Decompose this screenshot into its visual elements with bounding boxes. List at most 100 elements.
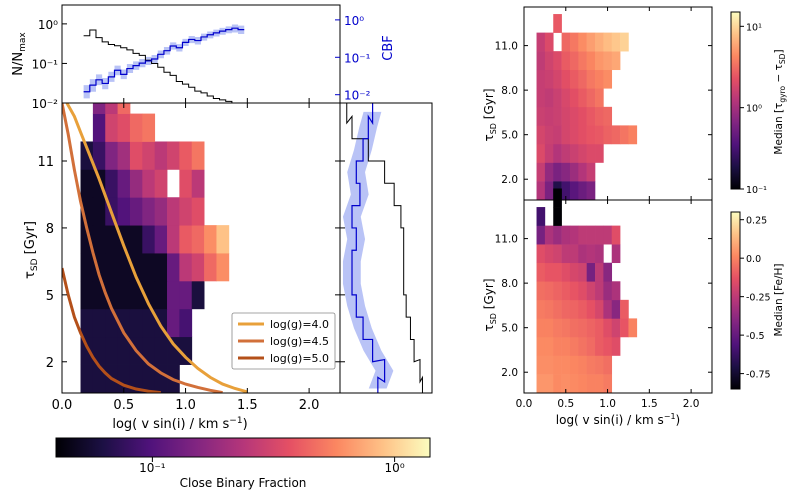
heatmap-cell xyxy=(586,299,596,319)
top-right-tick-label: 10⁻² xyxy=(344,89,371,103)
heatmap-cell xyxy=(129,197,143,226)
heatmap-cell xyxy=(569,69,579,89)
heatmap-cell xyxy=(167,197,180,226)
heatmap-cell xyxy=(586,336,596,356)
heatmap-cell xyxy=(578,299,587,319)
heatmap-cell xyxy=(105,308,118,338)
heatmap-cell xyxy=(578,143,587,163)
heatmap-cell xyxy=(105,113,118,142)
heatmap-cell xyxy=(603,281,613,301)
heatmap-cell xyxy=(561,355,571,375)
heatmap-cell xyxy=(595,299,604,319)
heatmap-cell xyxy=(536,143,546,163)
heatmap-cell xyxy=(569,125,579,145)
y-tick-label: 2 xyxy=(46,356,54,371)
y-tick-label: 2.0 xyxy=(501,174,518,186)
heatmap-cell xyxy=(536,225,546,245)
heatmap-cell xyxy=(595,51,604,71)
heatmap-cell xyxy=(561,374,571,393)
y-tick-label: 8.0 xyxy=(501,85,518,97)
heatmap-cell xyxy=(578,32,587,52)
heatmap-cell xyxy=(167,336,180,365)
colorbar-tick-label: 10⁻¹ xyxy=(139,461,166,475)
cbf-colorbar-gradient xyxy=(55,437,431,458)
heatmap-cell xyxy=(553,299,562,319)
heatmap-cell xyxy=(595,336,604,356)
heatmap-cell xyxy=(586,262,596,282)
heatmap-cell xyxy=(536,374,546,393)
cbf-step xyxy=(83,27,245,93)
heatmap-cell xyxy=(603,32,613,52)
heatmap-cell xyxy=(561,336,571,356)
heatmap-cell xyxy=(92,364,106,393)
heatmap-cell xyxy=(578,88,587,108)
heatmap-cell xyxy=(80,280,94,310)
heatmap-cell xyxy=(620,125,629,145)
heatmap-cell xyxy=(553,225,562,245)
heatmap-cell xyxy=(536,262,546,282)
heatmap-cell xyxy=(179,225,193,254)
heatmap-cell xyxy=(105,225,118,254)
heatmap-cell xyxy=(586,225,596,245)
top-right-tick-label: 10⁻¹ xyxy=(344,51,371,65)
heatmap-cell xyxy=(129,364,143,393)
y-tick-label: 8.0 xyxy=(501,278,518,290)
heatmap-cell xyxy=(544,374,554,393)
heatmap-cell xyxy=(92,141,106,170)
top-left-tick-label: 10⁰ xyxy=(38,18,58,32)
heatmap-cell xyxy=(216,253,230,282)
heatmap-cell xyxy=(167,141,180,170)
right-bottom-ylabel: τSD [Gyr] xyxy=(482,279,498,332)
heatmap-cell xyxy=(179,141,193,170)
heatmap-cell xyxy=(536,162,546,182)
x-tick-label: 0.5 xyxy=(557,398,574,410)
heatmap-cell xyxy=(586,106,596,126)
heatmap-cell xyxy=(142,113,156,142)
heatmap-cell xyxy=(544,143,554,163)
heatmap-cell xyxy=(569,32,579,52)
heatmap-cell xyxy=(544,355,554,375)
heatmap-cell xyxy=(553,188,562,208)
heatmap-cell xyxy=(179,336,193,365)
colorbar-tick-label: 0.25 xyxy=(746,216,767,227)
heatmap-cell xyxy=(553,374,562,393)
top-right-tick-label: 10⁰ xyxy=(344,14,364,28)
heatmap-cell xyxy=(569,299,579,319)
right-top-heatmap-panel: 2.0 5.0 8.0 11.0 τSD [Gyr] 10¹ 10⁰ 10⁻¹ Media… xyxy=(482,6,787,201)
heatmap-cell xyxy=(80,336,94,365)
heatmap-cell xyxy=(578,262,587,282)
heatmap-cell xyxy=(578,281,587,301)
heatmap-cell xyxy=(586,181,596,200)
heatmap-cell xyxy=(561,225,571,245)
heatmap-cell xyxy=(142,253,156,282)
heatmap-cell xyxy=(544,336,554,356)
heatmap-cell xyxy=(553,14,562,33)
heatmap-cell xyxy=(92,336,106,365)
heatmap-cell xyxy=(80,141,94,170)
cbf-uncertainty-band xyxy=(83,24,245,99)
x-tick-label: 2.0 xyxy=(683,398,700,410)
heatmap-cell xyxy=(561,69,571,89)
heatmap-cell xyxy=(544,181,554,200)
right-cbf-band xyxy=(342,111,394,389)
heatmap-cell xyxy=(536,69,546,89)
heatmap-cell xyxy=(92,197,106,226)
heatmap-cell xyxy=(553,318,562,338)
heatmap-cell xyxy=(553,244,562,264)
top-ylabel-right: CBF xyxy=(381,35,396,60)
heatmap-cell xyxy=(569,143,579,163)
gravity-curve xyxy=(65,103,248,393)
heatmap-cell xyxy=(586,88,596,108)
heatmap-cell xyxy=(80,364,94,393)
heatmap-cell xyxy=(536,318,546,338)
y-tick-label: 2.0 xyxy=(501,367,518,379)
heatmap-cell xyxy=(553,281,562,301)
heatmap-cell xyxy=(569,355,579,375)
heatmap-cell xyxy=(536,336,546,356)
heatmap-cell xyxy=(611,244,621,264)
heatmap-cell xyxy=(628,318,638,338)
heatmap-cell xyxy=(544,125,554,145)
heatmap-cell xyxy=(129,253,143,282)
heatmap-cell xyxy=(80,253,94,282)
heatmap-cell xyxy=(544,225,554,245)
